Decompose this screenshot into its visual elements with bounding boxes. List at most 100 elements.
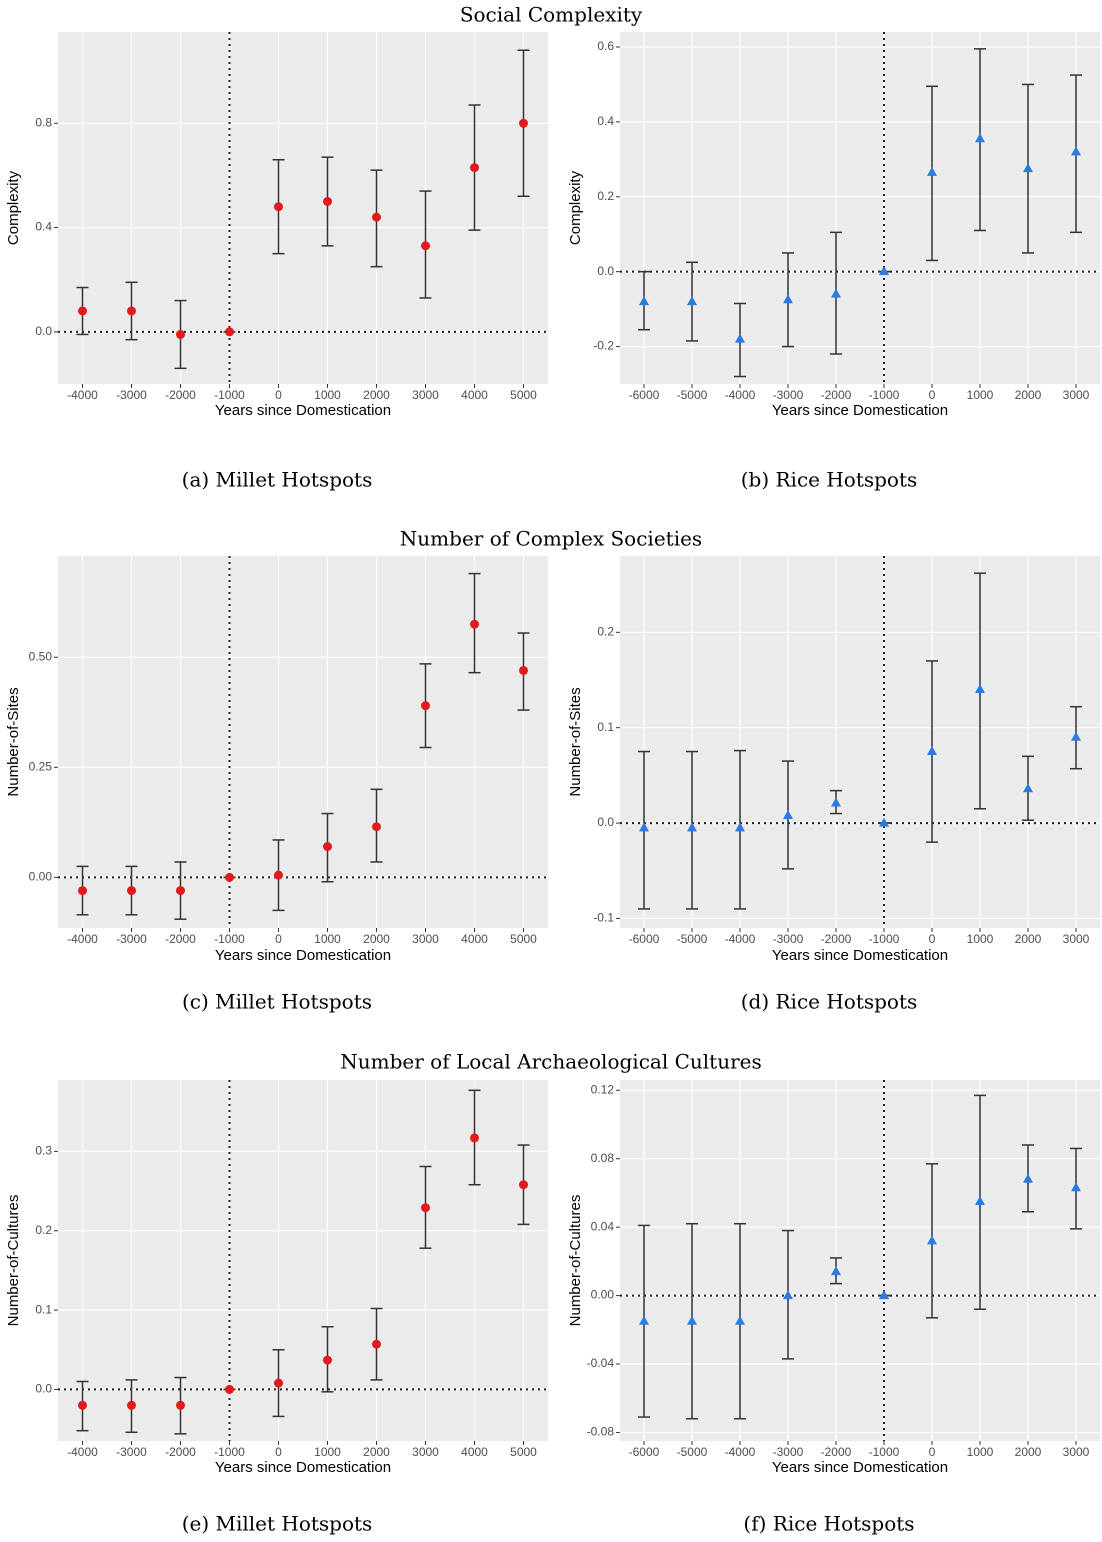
caption: (b) Rice Hotspots (741, 468, 918, 492)
caption: (c) Millet Hotspots (182, 990, 372, 1014)
point (735, 1315, 745, 1325)
point (639, 822, 649, 832)
panel (620, 1080, 1100, 1441)
x-tick-label: 2000 (363, 932, 390, 946)
x-tick-label: 0 (275, 388, 282, 402)
panel (58, 32, 548, 384)
y-tick-label: 0.1 (35, 1302, 52, 1316)
x-tick-label: 4000 (461, 388, 488, 402)
point (639, 296, 649, 306)
x-tick-label: 1000 (967, 1445, 994, 1459)
x-tick-label: -4000 (725, 932, 756, 946)
x-axis-title: Years since Domestication (215, 1459, 391, 1476)
x-axis-title: Years since Domestication (772, 947, 948, 964)
point (127, 1400, 136, 1410)
point (1071, 1182, 1081, 1192)
point (1071, 731, 1081, 741)
y-tick-label: 0.4 (597, 114, 614, 128)
point (176, 1400, 185, 1410)
point (127, 306, 136, 316)
point (372, 822, 381, 832)
x-tick-label: 5000 (510, 388, 537, 402)
point (176, 329, 185, 339)
x-tick-label: 4000 (461, 1445, 488, 1459)
x-tick-label: 2000 (1015, 388, 1042, 402)
x-tick-label: 3000 (412, 388, 439, 402)
point (470, 1133, 479, 1143)
y-tick-label: 0.2 (597, 624, 614, 638)
x-tick-label: -4000 (67, 388, 98, 402)
y-axis-title: Number-of-Cultures (5, 1195, 22, 1327)
point (323, 196, 332, 206)
point (687, 822, 697, 832)
y-tick-label: 0.2 (597, 189, 614, 203)
point (879, 1290, 889, 1300)
y-tick-label: 0.08 (591, 1151, 615, 1165)
x-tick-label: 2000 (1015, 1445, 1042, 1459)
point (519, 118, 528, 128)
y-tick-label: 0.8 (35, 115, 52, 129)
x-axis-title: Years since Domestication (215, 402, 391, 419)
x-tick-label: -4000 (725, 1445, 756, 1459)
point (1023, 783, 1033, 793)
point (975, 1195, 985, 1205)
section-title: Number of Complex Societies (400, 527, 702, 551)
y-tick-label: -0.2 (593, 339, 614, 353)
point (78, 886, 87, 896)
x-tick-label: -3000 (773, 932, 804, 946)
point (927, 166, 937, 176)
x-tick-label: -1000 (214, 388, 245, 402)
point (225, 1384, 234, 1394)
section-title: Number of Local Archaeological Cultures (340, 1050, 761, 1074)
x-tick-label: -3000 (116, 388, 147, 402)
y-tick-label: 0.1 (597, 720, 614, 734)
x-tick-label: -6000 (629, 388, 660, 402)
point (421, 701, 430, 711)
x-tick-label: 1000 (967, 932, 994, 946)
y-tick-label: 0.00 (29, 870, 53, 884)
caption: (f) Rice Hotspots (743, 1512, 914, 1536)
x-tick-label: 3000 (1063, 932, 1090, 946)
point (975, 133, 985, 143)
x-tick-label: -2000 (165, 932, 196, 946)
x-tick-label: -4000 (725, 388, 756, 402)
y-tick-label: 0.25 (29, 759, 53, 773)
point (687, 1315, 697, 1325)
x-tick-label: 0 (929, 388, 936, 402)
point (927, 1235, 937, 1245)
x-tick-label: 3000 (1063, 388, 1090, 402)
x-tick-label: -2000 (165, 1445, 196, 1459)
x-tick-label: -2000 (165, 388, 196, 402)
point (927, 746, 937, 756)
x-tick-label: -2000 (821, 388, 852, 402)
x-tick-label: 1000 (314, 1445, 341, 1459)
x-tick-label: 2000 (1015, 932, 1042, 946)
y-tick-label: 0.6 (597, 39, 614, 53)
x-tick-label: 3000 (1063, 1445, 1090, 1459)
y-tick-label: 0.2 (35, 1223, 52, 1237)
x-tick-label: -2000 (821, 932, 852, 946)
x-tick-label: -1000 (869, 1445, 900, 1459)
y-axis-title: Complexity (5, 170, 22, 245)
y-tick-label: 0.04 (591, 1219, 615, 1233)
point (323, 1355, 332, 1365)
point (519, 665, 528, 675)
section-title: Social Complexity (460, 3, 643, 27)
point (783, 1290, 793, 1300)
point (831, 1266, 841, 1276)
y-tick-label: -0.08 (587, 1425, 615, 1439)
point (421, 241, 430, 251)
y-tick-label: -0.1 (593, 911, 614, 925)
x-tick-label: -4000 (67, 1445, 98, 1459)
x-tick-label: 2000 (363, 1445, 390, 1459)
panel (58, 556, 548, 928)
y-tick-label: 0.0 (597, 815, 614, 829)
y-axis-title: Number-of-Cultures (567, 1195, 584, 1327)
point (274, 1378, 283, 1388)
point (783, 809, 793, 819)
x-tick-label: 1000 (314, 932, 341, 946)
x-tick-label: 0 (929, 1445, 936, 1459)
x-tick-label: -6000 (629, 1445, 660, 1459)
x-tick-label: -6000 (629, 932, 660, 946)
x-tick-label: -5000 (677, 388, 708, 402)
